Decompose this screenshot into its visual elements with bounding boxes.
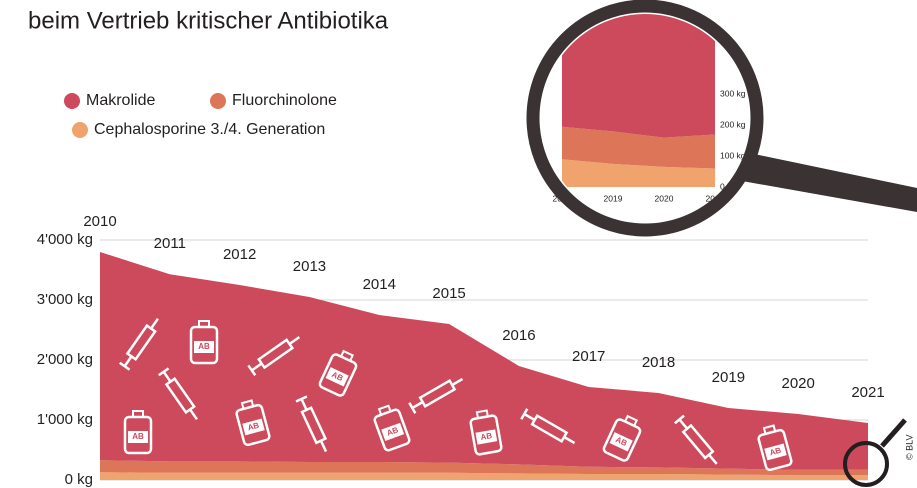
x-tick-label: 2019 [604, 193, 623, 203]
credit: © BLV [904, 435, 914, 460]
legend: Cephalosporine 3./4. Generation Fluorchin… [64, 92, 337, 138]
x-tick-label: 2020 [655, 193, 674, 203]
y-tick-label: 2'000 kg [37, 351, 93, 368]
x-tick-label: 2018 [642, 354, 675, 371]
infographic: beim Vertrieb kritischer Antibiotika Cep… [0, 0, 917, 488]
x-tick-label: 2012 [223, 246, 256, 263]
legend-label: Fluorchinolone [232, 92, 337, 109]
y-tick-label: 200 kg [720, 120, 746, 130]
legend-swatch [64, 93, 80, 109]
legend-label: Makrolide [86, 92, 155, 109]
legend-swatch [210, 93, 226, 109]
bottle-text: AB [132, 432, 144, 441]
x-tick-label: 2017 [572, 348, 605, 365]
bottle-text: AB [198, 342, 210, 351]
y-tick-label: 100 kg [720, 150, 746, 160]
x-tick-label: 2014 [363, 276, 396, 293]
y-tick-label: 300 kg [720, 89, 746, 99]
legend-swatch [72, 122, 88, 138]
y-tick-label: 1'000 kg [37, 411, 93, 428]
y-tick-label: 3'000 kg [37, 291, 93, 308]
small-magnifier-handle [882, 420, 905, 446]
y-tick-label: 0 kg [65, 471, 93, 488]
chart-title: beim Vertrieb kritischer Antibiotika [28, 7, 389, 34]
y-tick-label: 4'000 kg [37, 231, 93, 248]
legend-label: Cephalosporine 3./4. Generation [94, 121, 325, 138]
x-tick-label: 2019 [712, 369, 745, 386]
x-tick-label: 2016 [502, 327, 535, 344]
x-tick-label: 2015 [432, 285, 465, 302]
x-tick-label: 2011 [154, 235, 186, 252]
main-chart: 0 kg 1'000 kg 2'000 kg 3'000 kg 4'000 kg2010… [37, 213, 885, 488]
x-tick-label: 2020 [781, 375, 814, 392]
x-tick-label: 2021 [851, 384, 884, 401]
x-tick-label: 2010 [83, 213, 116, 230]
x-tick-label: 2013 [293, 258, 326, 275]
